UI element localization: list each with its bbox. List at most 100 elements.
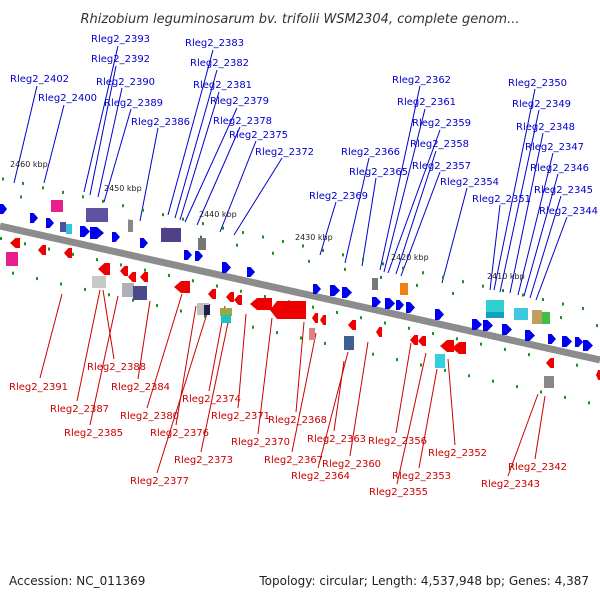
tick-mark — [22, 181, 24, 185]
gene-box — [128, 220, 133, 232]
gene-box — [514, 308, 528, 320]
gene-label: Rleg2_2374 — [182, 394, 241, 405]
gene-label: Rleg2_2391 — [9, 382, 68, 393]
label-connector — [395, 342, 412, 434]
reverse-gene — [348, 320, 356, 330]
tick-mark — [36, 277, 38, 281]
reverse-gene — [234, 295, 242, 305]
gene-label: Rleg2_2367 — [264, 455, 323, 466]
reverse-gene — [98, 263, 110, 275]
tick-mark — [542, 298, 544, 302]
forward-gene-labels: Rleg2_2402 Rleg2_2400 Rleg2_2393 Rleg2_2392… — [10, 34, 598, 217]
tick-mark — [122, 204, 124, 208]
gene-label: Rleg2_2360 — [322, 459, 381, 470]
gene-label: Rleg2_2354 — [440, 177, 499, 188]
tick-mark — [442, 275, 444, 279]
tick-mark — [576, 363, 578, 367]
label-connector — [396, 352, 427, 485]
forward-gene — [396, 300, 404, 310]
tick-mark — [200, 235, 202, 239]
tick-mark — [300, 336, 302, 340]
gene-box — [400, 283, 408, 295]
label-connector — [400, 171, 441, 277]
tick-mark — [0, 237, 2, 240]
tick-mark — [84, 287, 86, 291]
reverse-gene — [596, 370, 600, 380]
tick-mark — [444, 368, 446, 372]
gene-label: Rleg2_2357 — [412, 161, 471, 172]
label-connector — [257, 317, 273, 435]
label-connector — [517, 152, 554, 296]
label-connector — [156, 303, 211, 474]
gene-box — [344, 336, 354, 350]
tick-mark — [468, 374, 470, 378]
reverse-gene — [120, 266, 128, 276]
label-connector — [76, 289, 101, 402]
tick-mark — [402, 266, 404, 270]
label-connector — [349, 341, 369, 457]
reverse-gene — [320, 315, 326, 325]
forward-gene — [483, 320, 493, 331]
label-connector — [102, 289, 115, 360]
gene-box — [532, 310, 542, 324]
reverse-gene — [250, 298, 272, 310]
gene-label: Rleg2_2349 — [512, 99, 571, 110]
tick-mark — [422, 271, 424, 275]
tick-mark — [502, 289, 504, 293]
reverse-gene — [376, 327, 382, 337]
label-connector — [534, 395, 546, 460]
tick-mark — [204, 314, 206, 318]
gene-box — [122, 283, 134, 297]
gene-label: Rleg2_2344 — [539, 206, 598, 217]
tick-mark — [362, 257, 364, 261]
gene-label: Rleg2_2380 — [120, 411, 179, 422]
gene-box — [544, 376, 554, 388]
label-connector — [167, 49, 214, 216]
tick-mark — [480, 342, 482, 346]
forward-gene — [372, 297, 381, 307]
tick-mark — [60, 282, 62, 286]
gene-box — [486, 312, 504, 318]
label-connector — [43, 104, 65, 184]
gene-label: Rleg2_2372 — [255, 147, 314, 158]
tick-mark — [82, 195, 84, 199]
tick-mark — [262, 235, 264, 239]
tick-mark — [456, 337, 458, 341]
gene-box — [486, 300, 504, 312]
gene-box — [161, 228, 181, 242]
tick-mark — [384, 321, 386, 325]
gene-label: Rleg2_2393 — [91, 34, 150, 45]
gene-label: Rleg2_2370 — [231, 437, 290, 448]
gene-track — [0, 200, 600, 388]
gene-label: Rleg2_2377 — [130, 476, 189, 487]
gene-label: Rleg2_2351 — [472, 194, 531, 205]
gene-box — [220, 308, 232, 316]
gene-box — [51, 200, 63, 212]
label-connector — [441, 187, 468, 284]
reverse-gene — [312, 313, 318, 323]
forward-gene — [195, 251, 203, 261]
label-connector — [83, 45, 119, 193]
reverse-gene — [140, 272, 148, 282]
forward-gene — [562, 336, 572, 347]
genome-summary-text: Topology: circular; Length: 4,537,948 bp… — [259, 574, 589, 588]
label-connector — [317, 351, 349, 469]
tick-mark — [522, 293, 524, 297]
tick-mark — [492, 379, 494, 383]
gene-label: Rleg2_2373 — [174, 455, 233, 466]
tick-mark — [582, 306, 584, 310]
gene-label: Rleg2_2383 — [185, 38, 244, 49]
reverse-gene — [452, 342, 466, 354]
tick-mark — [240, 289, 242, 293]
gene-box — [309, 328, 315, 340]
forward-gene — [0, 204, 7, 214]
label-connector — [447, 358, 456, 446]
forward-gene — [330, 285, 340, 296]
tick-mark — [560, 316, 562, 320]
tick-mark — [344, 267, 346, 271]
forward-gene — [502, 324, 512, 335]
gene-box — [86, 208, 108, 222]
reverse-gene — [128, 272, 136, 282]
gene-box — [198, 238, 206, 250]
label-connector — [489, 204, 501, 291]
